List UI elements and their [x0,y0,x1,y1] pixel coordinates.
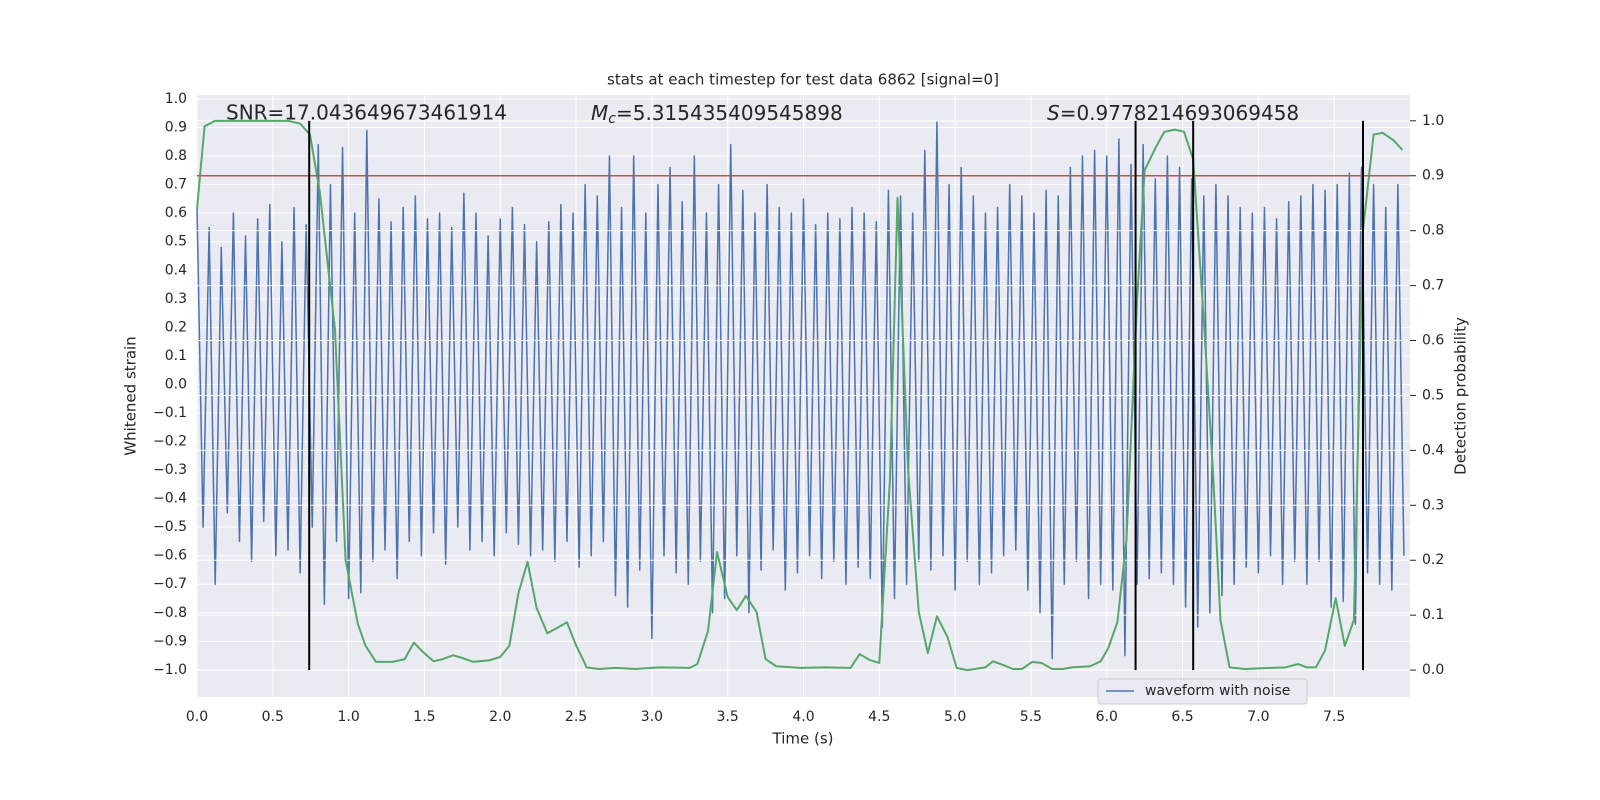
legend: waveform with noise [1097,678,1308,705]
y-tick-label: −0.8 [153,605,187,621]
annotation-text: =5.315435409545898 [616,101,843,125]
x-tick-label: 1.0 [337,709,359,725]
x-tick-label: 2.0 [489,709,511,725]
x-tick-label: 3.5 [717,709,739,725]
y-tick-label: −1.0 [153,662,187,678]
x-tick-label: 2.5 [565,709,587,725]
x-tick-label: 6.5 [1171,709,1193,725]
x-axis-label: Time (s) [772,730,834,748]
probability-line [196,119,1404,672]
y-tick-label: 0.3 [165,291,187,307]
y2-tick-label: 0.9 [1422,168,1444,184]
y2-tick-label: 0.5 [1422,387,1444,403]
y-tick-label: −0.1 [153,405,187,421]
y-tick-label: 0.0 [165,376,187,392]
y-tick-label: −0.4 [153,491,187,507]
y-tick-label: 0.8 [165,148,187,164]
overlay-layer [196,119,1410,672]
waveform-line [196,121,1405,660]
x-tick-label: 0.0 [186,709,208,725]
x-tick-label: 4.0 [792,709,814,725]
y2-tick-label: 0.1 [1422,607,1444,623]
y-tick-label: 0.7 [165,177,187,193]
y2-tick-label: 0.3 [1422,497,1444,513]
y-tick-label: −0.3 [153,462,187,478]
y2-tick-label: 0.6 [1422,333,1444,349]
x-tick-label: 0.5 [262,709,284,725]
chart-title: stats at each timestep for test data 686… [607,71,999,89]
annotation: SNR=17.043649673461914 [226,101,507,125]
waveform-layer [196,121,1405,660]
legend-label: waveform with noise [1145,683,1290,699]
y-tick-label: 0.9 [165,120,187,136]
y-axis-label: Whitened strain [122,336,140,455]
y-tick-label: −0.5 [153,519,187,535]
legend-box [1097,678,1308,705]
annotation: Mc=5.315435409545898 [591,101,843,128]
y2-tick-label: 0.4 [1422,442,1444,458]
annotation-text: =0.9778214693069458 [1060,101,1299,125]
y-tick-label: 1.0 [165,91,187,107]
y2-tick-label: 1.0 [1422,113,1444,129]
y-tick-label: −0.7 [153,576,187,592]
y2-axis-label: Detection probability [1452,317,1470,475]
x-tick-label: 4.5 [868,709,890,725]
annotation-symbol: S [1047,101,1060,125]
y2-tick-label: 0.8 [1422,223,1444,239]
y-tick-label: 0.5 [165,234,187,250]
x-tick-label: 3.0 [641,709,663,725]
y-tick-label: −0.9 [153,633,187,649]
y-tick-label: 0.4 [165,262,187,278]
annotation: S=0.9778214693069458 [1047,101,1299,125]
y-tick-label: −0.6 [153,548,187,564]
y2-tick-label: 0.2 [1422,552,1444,568]
x-tick-label: 1.5 [413,709,435,725]
x-tick-label: 6.0 [1096,709,1118,725]
annotation-symbol: M [591,101,608,125]
y-tick-label: 0.2 [165,319,187,335]
y-tick-label: −0.2 [153,434,187,450]
x-tick-label: 5.0 [944,709,966,725]
y-tick-label: 0.6 [165,205,187,221]
y2-tick-label: 0.0 [1422,662,1444,678]
x-tick-label: 7.0 [1247,709,1269,725]
x-tick-label: 5.5 [1020,709,1042,725]
annotation-subscript: c [608,111,616,127]
y-tick-label: 0.1 [165,348,187,364]
y2-tick-label: 0.7 [1422,278,1444,294]
x-tick-label: 7.5 [1323,709,1345,725]
